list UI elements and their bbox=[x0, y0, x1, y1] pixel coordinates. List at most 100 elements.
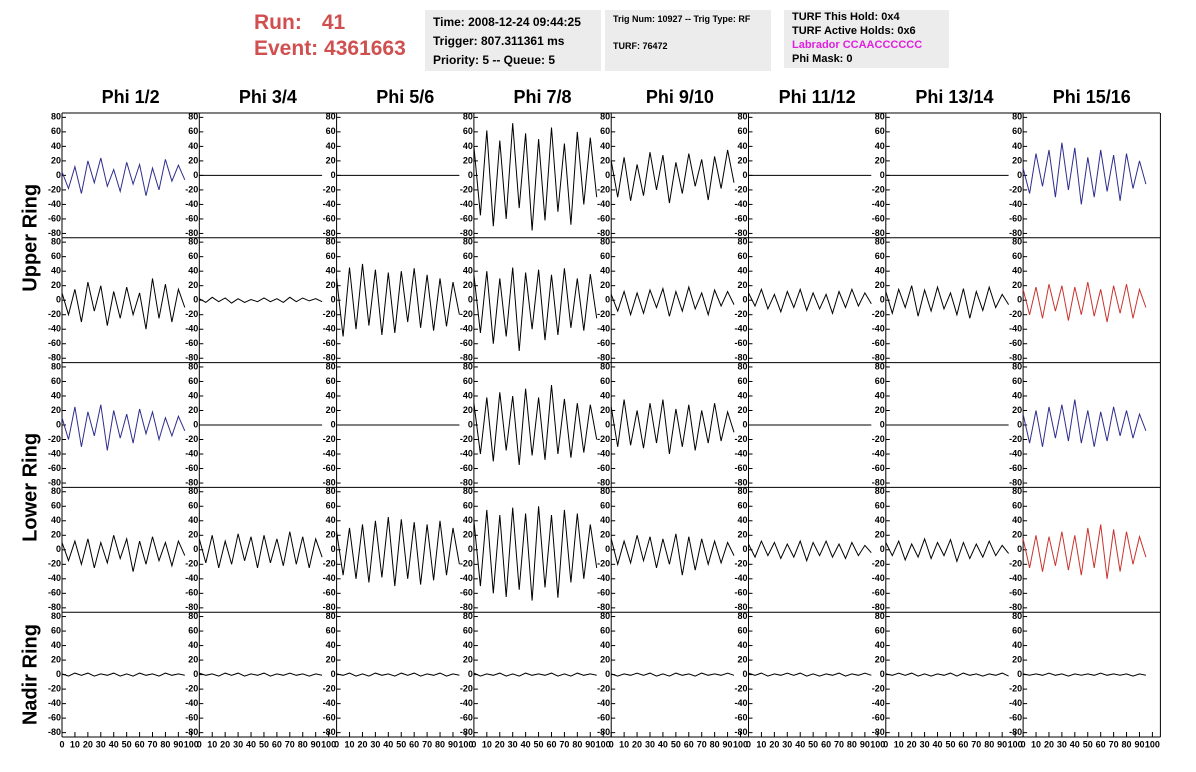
run-row: Run: 41 bbox=[254, 10, 406, 36]
waveform bbox=[61, 672, 185, 677]
x-tick-label: 50 bbox=[259, 739, 269, 749]
y-tick-label: -20 bbox=[185, 559, 198, 569]
x-tick-label: 90 bbox=[448, 739, 458, 749]
x-tick-label: 10 bbox=[70, 739, 80, 749]
y-tick-label: -20 bbox=[185, 184, 198, 194]
waveform bbox=[199, 672, 323, 677]
y-tick-label: -80 bbox=[185, 353, 198, 363]
x-tick-label: 90 bbox=[860, 739, 870, 749]
y-tick-label: 80 bbox=[326, 611, 336, 621]
y-tick-label: -20 bbox=[48, 434, 61, 444]
waveform bbox=[473, 267, 598, 352]
y-tick-label: -20 bbox=[460, 683, 473, 693]
x-tick-label: 40 bbox=[933, 739, 943, 749]
y-tick-label: 0 bbox=[1017, 295, 1022, 305]
x-tick-label: 50 bbox=[945, 739, 955, 749]
y-tick-label: 80 bbox=[737, 486, 747, 496]
y-tick-label: 40 bbox=[737, 390, 747, 400]
waveform bbox=[336, 517, 460, 587]
y-tick-label: -20 bbox=[460, 309, 473, 319]
y-tick-label: 20 bbox=[326, 405, 336, 415]
x-tick-label: 30 bbox=[508, 739, 518, 749]
y-tick-label: 0 bbox=[880, 419, 885, 429]
x-tick-label: 60 bbox=[821, 739, 831, 749]
y-tick-label: 20 bbox=[875, 654, 885, 664]
x-tick-label: 50 bbox=[808, 739, 818, 749]
x-tick-label: 20 bbox=[357, 739, 367, 749]
x-tick-label: 80 bbox=[847, 739, 857, 749]
x-tick-label: 80 bbox=[710, 739, 720, 749]
y-tick-label: -40 bbox=[48, 573, 61, 583]
y-tick-label: -20 bbox=[1009, 309, 1022, 319]
x-tick-label: 20 bbox=[495, 739, 505, 749]
y-tick-label: 40 bbox=[600, 390, 610, 400]
y-tick-label: 0 bbox=[56, 419, 61, 429]
y-tick-label: -20 bbox=[1009, 683, 1022, 693]
y-tick-label: -40 bbox=[323, 448, 336, 458]
y-tick-label: 80 bbox=[51, 611, 61, 621]
y-tick-label: -40 bbox=[185, 698, 198, 708]
y-tick-label: 0 bbox=[331, 170, 336, 180]
y-tick-label: 40 bbox=[875, 141, 885, 151]
y-tick-label: -80 bbox=[1009, 602, 1022, 612]
y-tick-label: -60 bbox=[597, 713, 610, 723]
y-tick-label: -60 bbox=[1009, 213, 1022, 223]
y-tick-label: 80 bbox=[463, 112, 473, 122]
y-tick-label: 60 bbox=[188, 376, 198, 386]
y-tick-label: -80 bbox=[597, 353, 610, 363]
y-tick-label: -40 bbox=[734, 324, 747, 334]
y-tick-label: 20 bbox=[463, 654, 473, 664]
y-tick-label: -60 bbox=[185, 338, 198, 348]
y-tick-label: 0 bbox=[468, 170, 473, 180]
x-tick-label: 50 bbox=[534, 739, 544, 749]
info-line: TURF This Hold: 0x4 bbox=[792, 11, 900, 23]
y-tick-label: -40 bbox=[872, 448, 885, 458]
y-tick-label: -20 bbox=[597, 559, 610, 569]
y-tick-label: -60 bbox=[734, 588, 747, 598]
info-line: Trig Num: 10927 -- Trig Type: RF bbox=[613, 14, 751, 24]
y-tick-label: 60 bbox=[737, 625, 747, 635]
y-tick-label: 60 bbox=[1012, 126, 1022, 136]
y-tick-label: 0 bbox=[605, 170, 610, 180]
y-tick-label: 40 bbox=[188, 141, 198, 151]
y-tick-label: -40 bbox=[460, 199, 473, 209]
waveform bbox=[1022, 524, 1147, 579]
y-tick-label: -40 bbox=[1009, 573, 1022, 583]
y-tick-label: 40 bbox=[51, 141, 61, 151]
y-tick-label: 60 bbox=[51, 251, 61, 261]
event-row: Event: 4361663 bbox=[254, 36, 406, 62]
info-line: TURF: 76472 bbox=[613, 41, 668, 51]
y-tick-label: 40 bbox=[875, 390, 885, 400]
waveform bbox=[61, 535, 186, 572]
y-tick-label: -20 bbox=[872, 434, 885, 444]
x-tick-label: 40 bbox=[109, 739, 119, 749]
x-tick-label: 60 bbox=[958, 739, 968, 749]
y-tick-label: 40 bbox=[737, 515, 747, 525]
y-tick-label: -60 bbox=[734, 463, 747, 473]
y-tick-label: -40 bbox=[323, 573, 336, 583]
y-tick-label: 20 bbox=[1012, 530, 1022, 540]
y-tick-label: -40 bbox=[597, 324, 610, 334]
y-tick-label: -80 bbox=[872, 353, 885, 363]
y-tick-label: 40 bbox=[463, 515, 473, 525]
x-tick-label: 10 bbox=[1031, 739, 1041, 749]
y-tick-label: 0 bbox=[742, 419, 747, 429]
x-tick-label: 70 bbox=[1109, 739, 1119, 749]
y-tick-label: 0 bbox=[742, 170, 747, 180]
y-tick-label: -40 bbox=[185, 573, 198, 583]
y-tick-label: 0 bbox=[193, 669, 198, 679]
y-tick-label: -20 bbox=[460, 434, 473, 444]
y-tick-label: 80 bbox=[1012, 486, 1022, 496]
y-tick-label: -60 bbox=[734, 713, 747, 723]
y-tick-label: -20 bbox=[872, 309, 885, 319]
x-tick-label: 50 bbox=[396, 739, 406, 749]
y-tick-label: -40 bbox=[323, 324, 336, 334]
y-tick-label: 40 bbox=[1012, 515, 1022, 525]
y-tick-label: 0 bbox=[880, 170, 885, 180]
waveform bbox=[61, 157, 186, 196]
y-tick-label: 60 bbox=[1012, 501, 1022, 511]
waveform bbox=[199, 296, 323, 304]
y-tick-label: 0 bbox=[880, 669, 885, 679]
y-tick-label: 80 bbox=[1012, 611, 1022, 621]
x-tick-label: 20 bbox=[632, 739, 642, 749]
